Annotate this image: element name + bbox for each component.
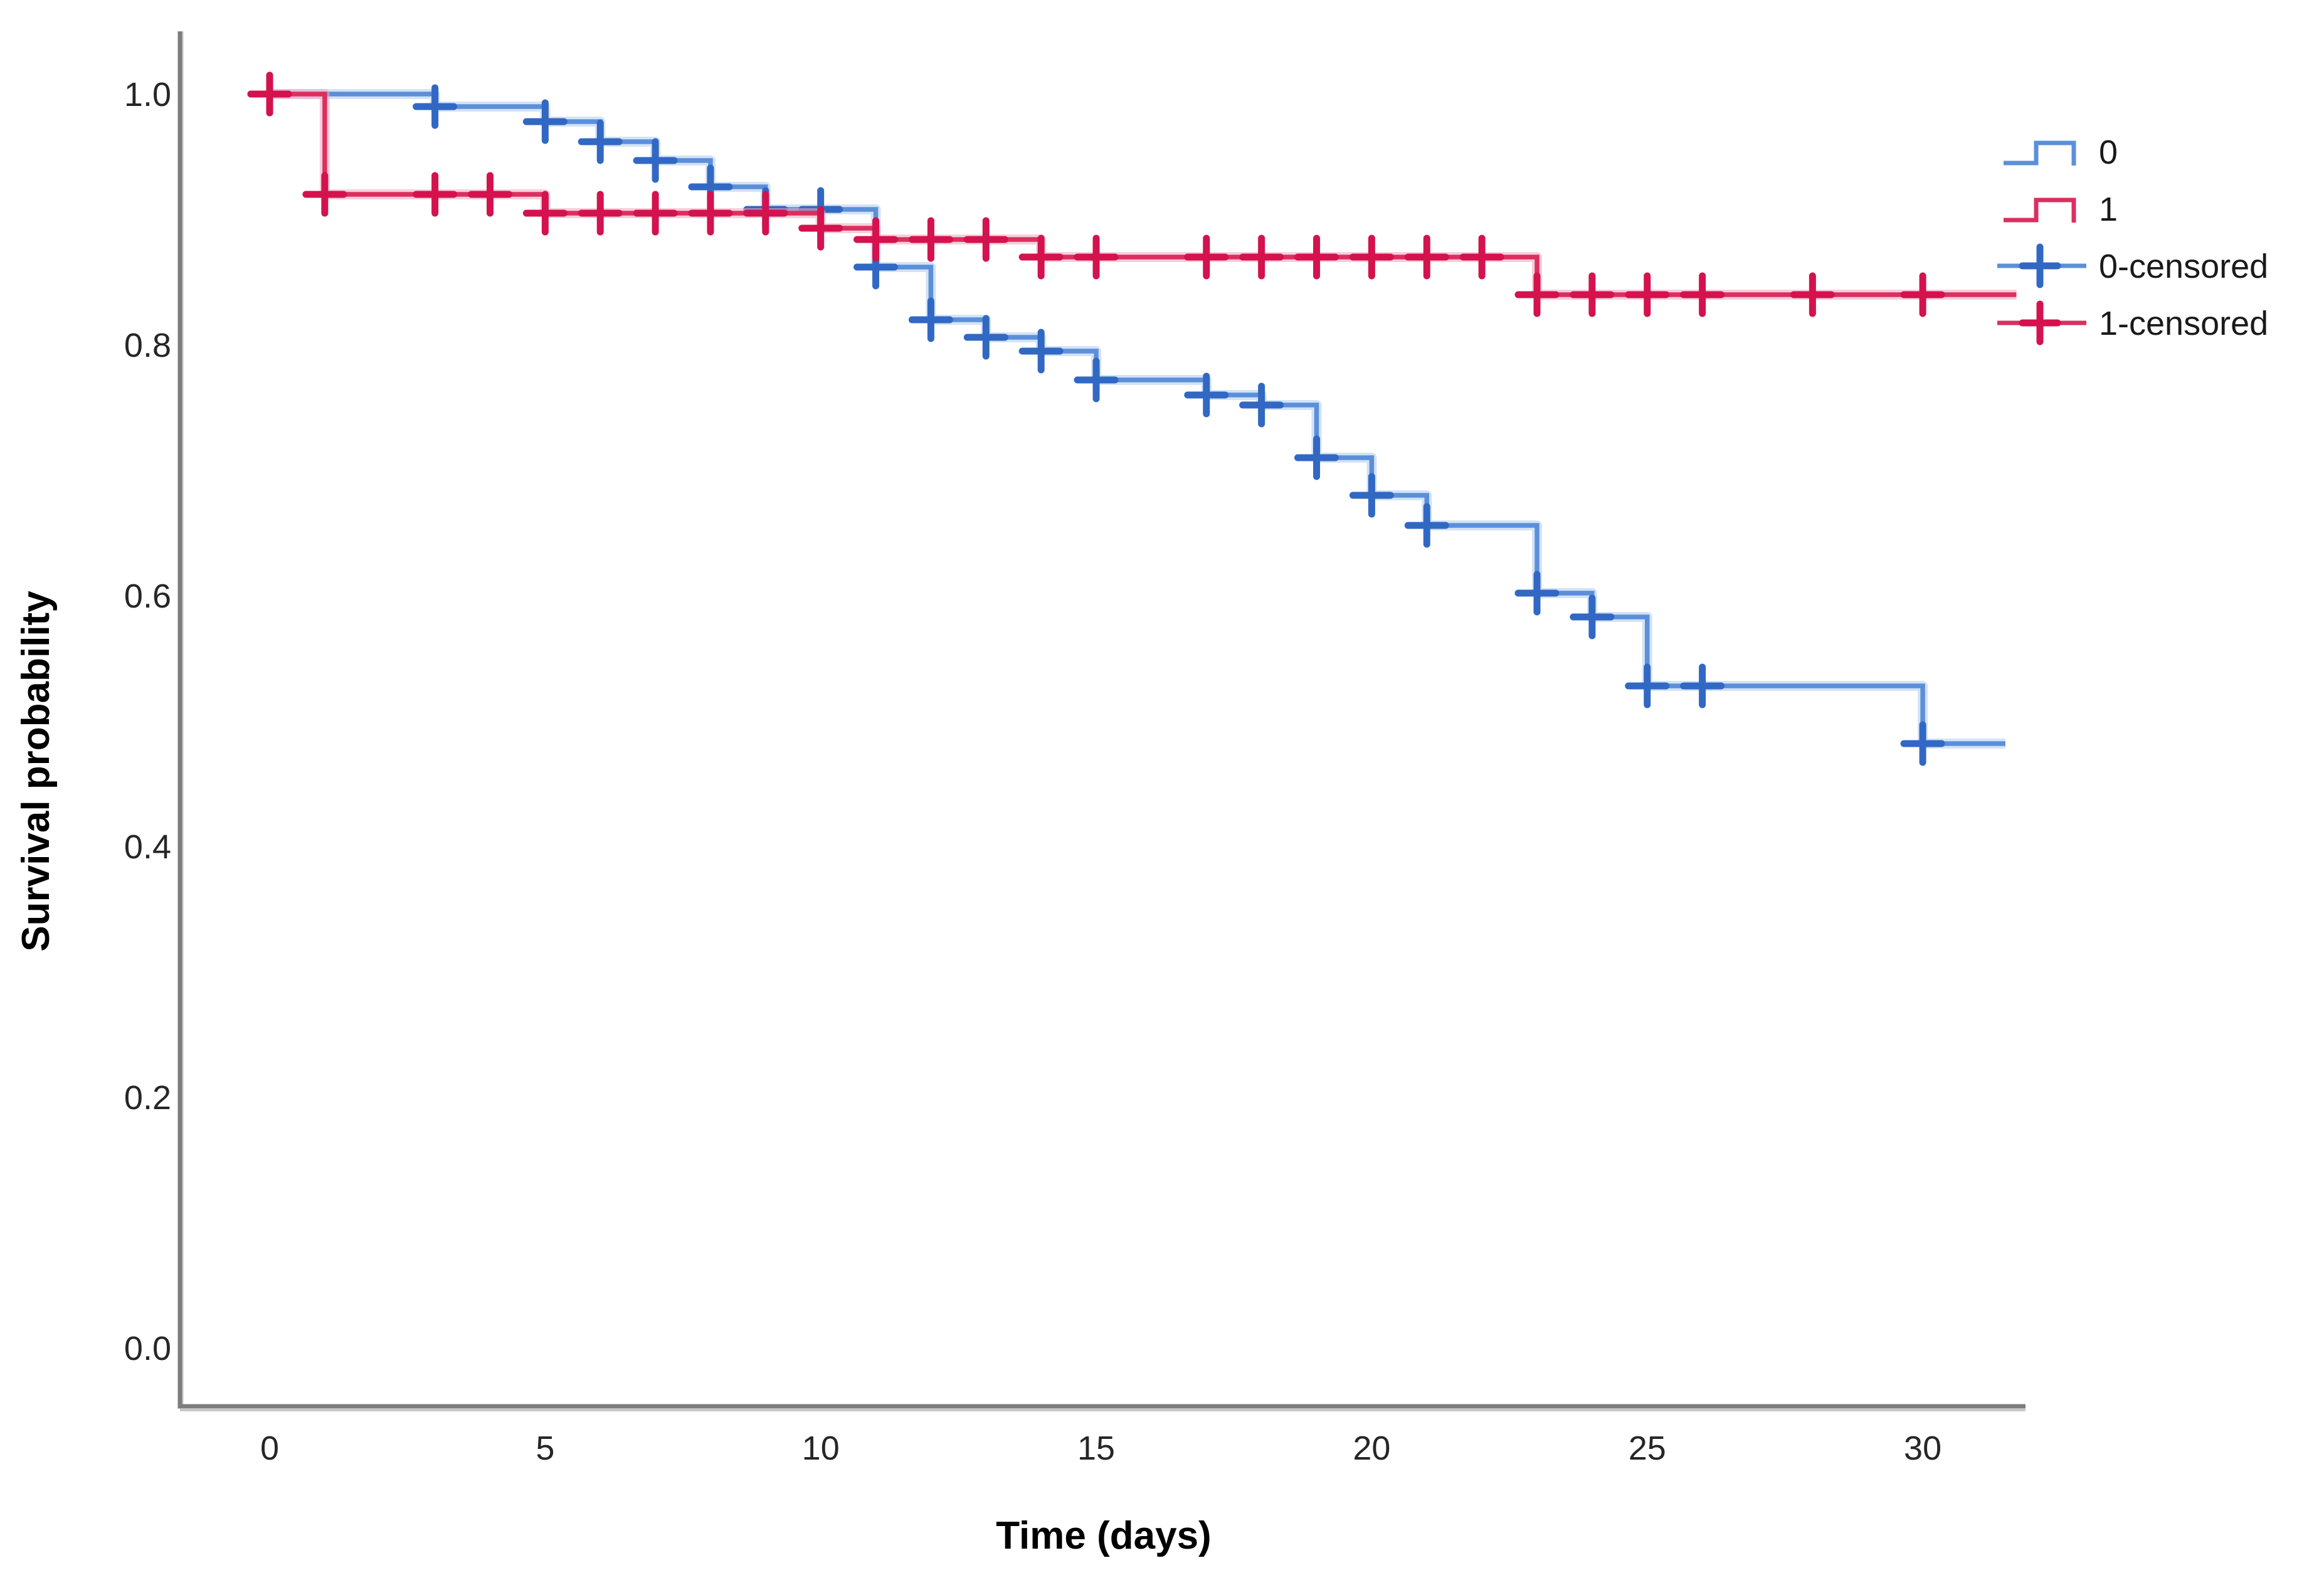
curves-layer: [247, 71, 2017, 766]
censor-marks-1: [247, 71, 1945, 317]
x-tick-label: 0: [260, 1430, 279, 1467]
y-tick-label: 0.4: [124, 828, 171, 866]
y-tick-label: 0.6: [124, 577, 171, 615]
x-axis-title: Time (days): [996, 1514, 1211, 1557]
legend-step-sample-0: [2004, 140, 2076, 166]
y-axis-title: Survival probability: [14, 591, 58, 952]
x-tick-label: 20: [1353, 1430, 1390, 1467]
y-tick-label: 1.0: [124, 76, 171, 113]
km-curve-group1: [247, 71, 2017, 317]
x-tick-label: 25: [1629, 1430, 1666, 1467]
legend-item-1-censored: 1-censored: [1997, 300, 2268, 345]
survival-curve-1: [270, 92, 2017, 297]
y-tick-label: 0.8: [124, 327, 171, 364]
legend-censor-plus-0: [2019, 243, 2061, 288]
legend-item-0: 0: [2004, 134, 2118, 171]
legend: 0 1 0-censored 1-censored: [1997, 134, 2268, 345]
legend-item-1: 1: [2004, 191, 2118, 228]
axis-layer: [177, 31, 2026, 1411]
tick-labels-layer: 1.0 0.8 0.6 0.4 0.2 0.0 0 5 10 15 20 25 30: [124, 76, 1941, 1467]
legend-label-1: 1: [2099, 191, 2118, 228]
legend-label-0-censored: 0-censored: [2099, 248, 2268, 285]
censor-marks-0: [247, 71, 1945, 766]
legend-label-1-censored: 1-censored: [2099, 305, 2268, 342]
y-tick-label: 0.2: [124, 1079, 171, 1117]
x-tick-label: 30: [1904, 1430, 1941, 1467]
legend-item-0-censored: 0-censored: [1997, 243, 2268, 288]
axis-shadow-line: [180, 31, 2026, 1411]
x-tick-label: 15: [1077, 1430, 1115, 1467]
x-tick-label: 10: [802, 1430, 840, 1467]
legend-label-0: 0: [2099, 134, 2118, 171]
y-tick-label: 0.0: [124, 1330, 171, 1367]
legend-censor-plus-1: [2019, 300, 2061, 345]
legend-step-sample-1: [2004, 197, 2076, 223]
x-tick-label: 5: [536, 1430, 554, 1467]
axis-lines: [177, 31, 2026, 1409]
km-curve-group0: [247, 71, 2005, 766]
